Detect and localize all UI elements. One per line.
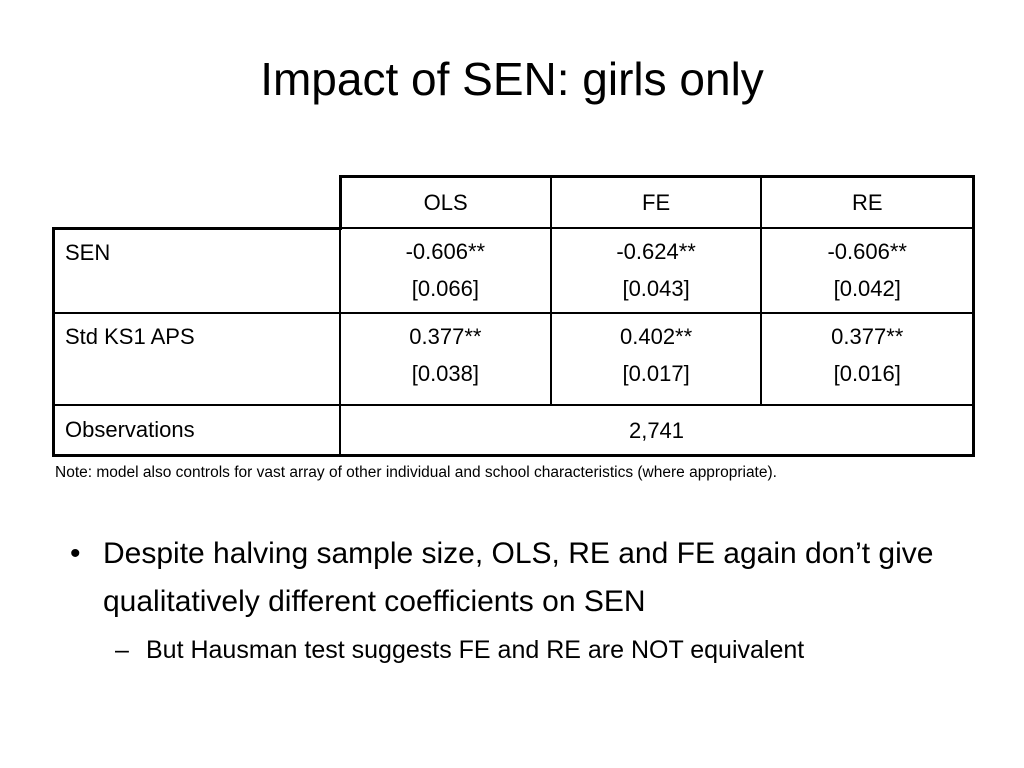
row-label: Std KS1 APS <box>52 312 341 406</box>
coefficient: 0.377** <box>831 324 904 349</box>
bullet: Despite halving sample size, OLS, RE and… <box>70 530 950 626</box>
coefficient: 0.402** <box>620 324 693 349</box>
value-cell: -0.606** [0.066] <box>339 227 552 314</box>
coefficient: -0.606** <box>405 239 486 264</box>
standard-error: [0.038] <box>411 361 479 386</box>
row-label: SEN <box>52 227 341 314</box>
observations-value: 2,741 <box>339 404 975 457</box>
standard-error: [0.042] <box>833 276 901 301</box>
value-cell: -0.624** [0.043] <box>549 227 763 314</box>
value-cell: 0.402** [0.017] <box>549 312 763 406</box>
data-row: SEN -0.606** [0.066] -0.624** [0.043] -0.606*… <box>52 227 976 314</box>
value-cell: -0.606** [0.042] <box>760 227 976 314</box>
coefficient: -0.624** <box>616 239 696 264</box>
standard-error: [0.066] <box>411 276 479 301</box>
data-row: Std KS1 APS 0.377** [0.038] 0.402** [0.017] 0… <box>52 312 976 406</box>
row-label: Observations <box>52 404 341 457</box>
column-header: OLS <box>339 175 552 229</box>
table-body: OLS FE RE SEN -0.606** [0.066] -0.624** [0.043]… <box>52 175 976 457</box>
coefficient: 0.377** <box>409 324 482 349</box>
observations-row: Observations 2,741 <box>52 404 975 457</box>
column-header: FE <box>549 175 763 229</box>
slide-title: Impact of SEN: girls only <box>260 53 764 105</box>
coefficient: -0.606** <box>827 239 907 264</box>
standard-error: [0.016] <box>833 361 901 386</box>
standard-error: [0.043] <box>622 276 690 301</box>
value-cell: 0.377** [0.016] <box>760 312 976 406</box>
standard-error: [0.017] <box>622 361 690 386</box>
sub-bullet: But Hausman test suggests FE and RE are … <box>70 628 950 672</box>
value-cell: 0.377** [0.038] <box>339 312 552 406</box>
header-row: OLS FE RE <box>53 175 976 230</box>
results-table: OLS FE RE SEN -0.606** [0.066] -0.624** [0.043]… <box>52 175 976 457</box>
table-note: Note: model also controls for vast array… <box>55 464 777 481</box>
column-header: RE <box>760 175 976 229</box>
blank-cell <box>53 176 342 230</box>
bullet-list: Despite halving sample size, OLS, RE and… <box>70 530 950 672</box>
